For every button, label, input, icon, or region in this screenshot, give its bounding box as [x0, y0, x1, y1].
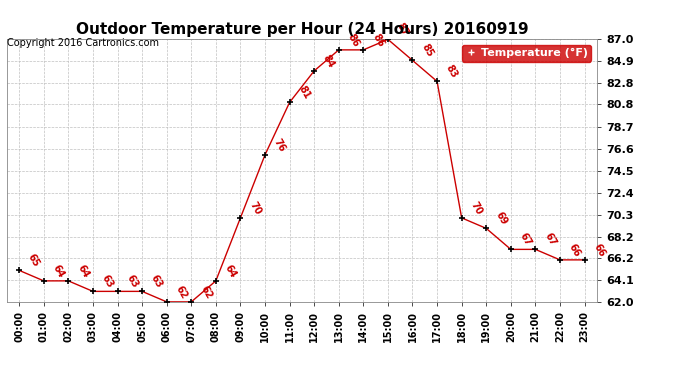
Text: 62: 62: [174, 284, 189, 300]
Text: 84: 84: [321, 53, 337, 69]
Text: 67: 67: [518, 231, 533, 248]
Text: 86: 86: [371, 32, 386, 48]
Text: 81: 81: [297, 84, 312, 101]
Text: 83: 83: [444, 63, 460, 80]
Text: 70: 70: [248, 200, 263, 216]
Text: 86: 86: [346, 32, 361, 48]
Text: 69: 69: [493, 210, 509, 227]
Text: 65: 65: [26, 252, 41, 269]
Text: 63: 63: [149, 273, 164, 290]
Legend: Temperature (°F): Temperature (°F): [462, 45, 591, 62]
Text: 64: 64: [75, 263, 90, 279]
Text: 64: 64: [223, 263, 238, 279]
Text: 76: 76: [272, 137, 287, 153]
Text: 67: 67: [542, 231, 558, 248]
Text: 62: 62: [198, 284, 214, 300]
Text: 64: 64: [51, 263, 66, 279]
Text: 70: 70: [469, 200, 484, 216]
Text: Copyright 2016 Cartronics.com: Copyright 2016 Cartronics.com: [7, 38, 159, 48]
Text: 66: 66: [567, 242, 582, 258]
Text: 63: 63: [124, 273, 140, 290]
Text: 63: 63: [100, 273, 115, 290]
Title: Outdoor Temperature per Hour (24 Hours) 20160919: Outdoor Temperature per Hour (24 Hours) …: [76, 22, 528, 37]
Text: 66: 66: [591, 242, 607, 258]
Text: 87: 87: [395, 21, 411, 38]
Text: 85: 85: [420, 42, 435, 59]
